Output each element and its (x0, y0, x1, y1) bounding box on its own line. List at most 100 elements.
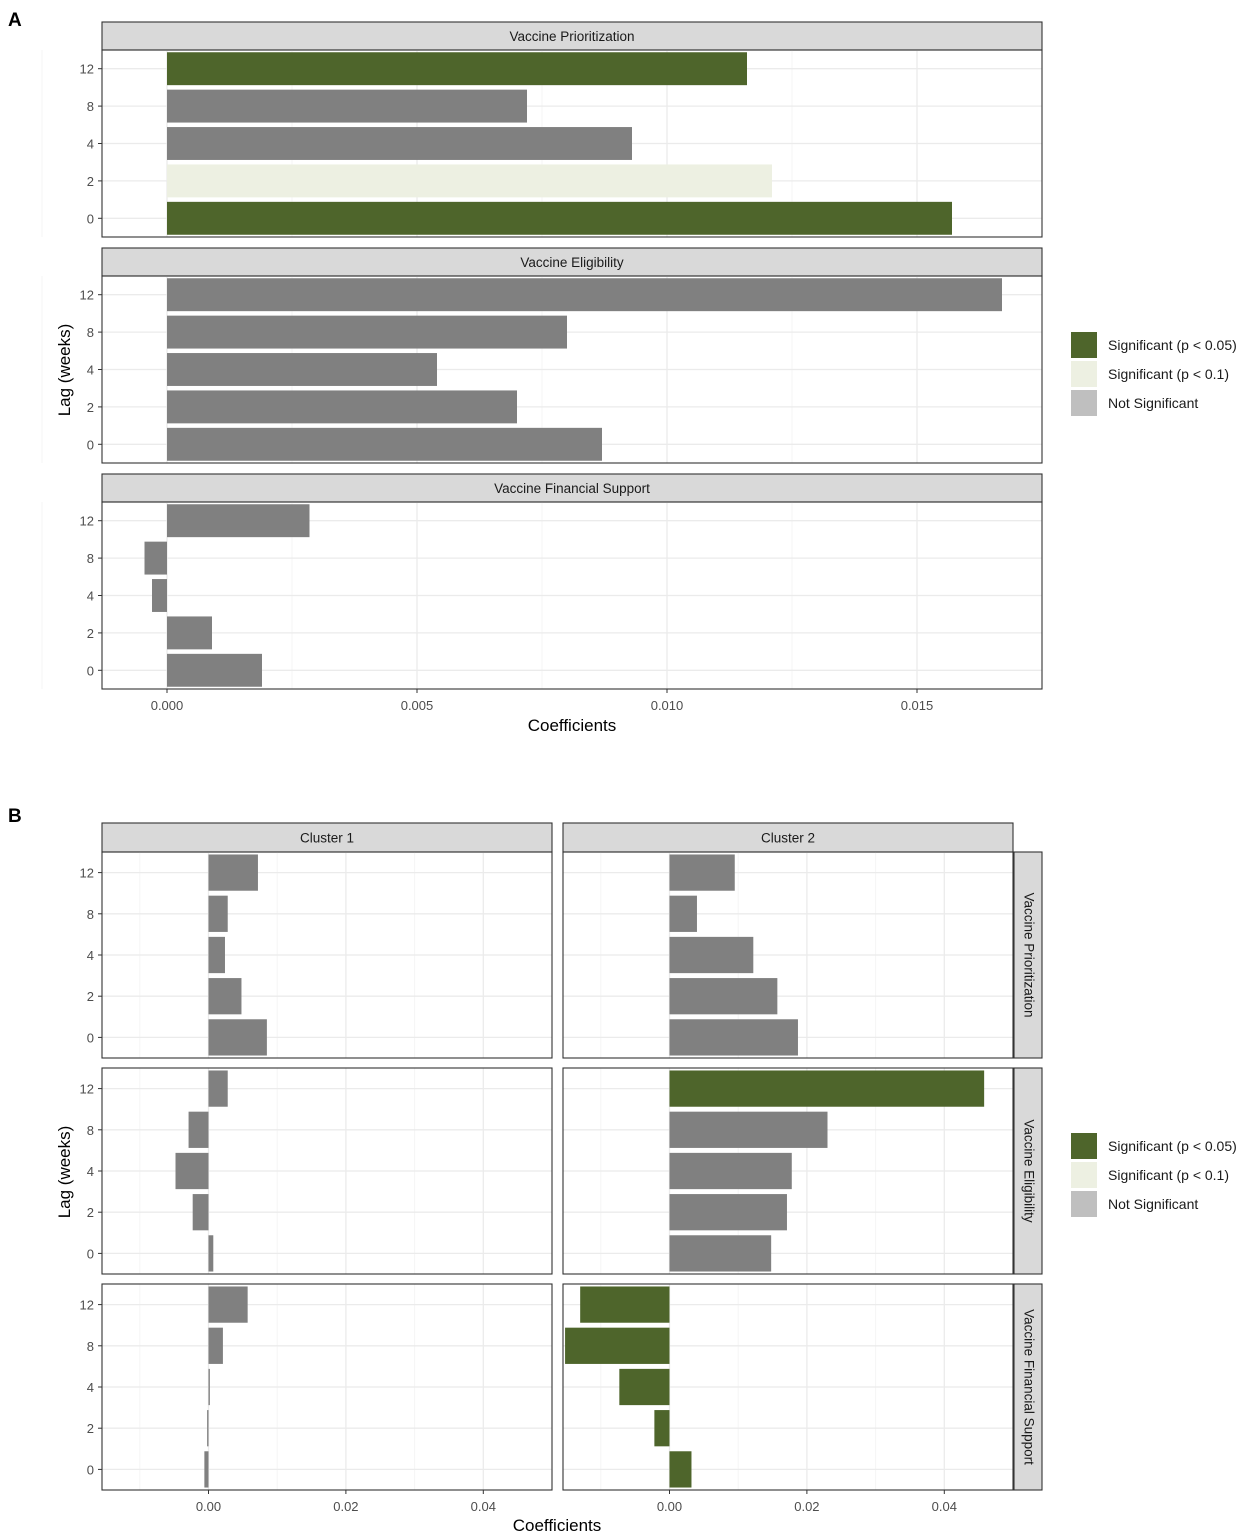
b-r0-c0-bar-lag-12 (208, 854, 258, 891)
a-facet-1-ytick-label: 0 (87, 437, 94, 452)
a-legend-key-sig10 (1071, 361, 1097, 387)
b-r2-c1-panel (562, 1283, 1014, 1491)
b-r1-c1-bar-lag-8 (669, 1111, 828, 1148)
b-r2-c0-bar-lag-8 (208, 1327, 223, 1364)
a-facet-1-ytick-label: 12 (80, 288, 94, 303)
a-y-axis-title: Lag (weeks) (55, 324, 74, 417)
b-r1-c0-bar-lag-8 (188, 1111, 209, 1148)
a-xtick-label: 0.010 (651, 698, 684, 713)
a-facet-0-strip-label: Vaccine Prioritization (509, 29, 634, 44)
b-legend-key-sig10 (1071, 1162, 1097, 1188)
b-r1-c0-bar-lag-0 (208, 1235, 214, 1272)
b-r0-c1-panel-border (562, 851, 1014, 1059)
b-col-0-strip (101, 822, 553, 853)
b-r1-c1-bar-lag-4 (669, 1152, 792, 1190)
b-col-1-strip (562, 822, 1014, 853)
panel-label-b: B (8, 806, 22, 827)
b-r2-c0-bar-lag-4 (208, 1368, 210, 1406)
b-r0-c0-bar-lag-8 (208, 895, 228, 932)
b-r2-c1-bar-lag-2 (654, 1410, 670, 1447)
b-col-1-strip-label: Cluster 2 (761, 831, 815, 846)
b-r1-c0-bar-lag-12 (208, 1070, 228, 1107)
a-facet-1-bar-lag-2 (167, 390, 517, 424)
b-r1-c0-panel: 12 8 4 2 0 (80, 1067, 553, 1275)
b-row-0-strip (1013, 851, 1043, 1059)
a-facet-1-ytick-label: 8 (87, 325, 94, 340)
b-row-2-strip-label: Vaccine Financial Support (1021, 1309, 1036, 1465)
b-r1-c1-panel (562, 1067, 1014, 1275)
b-row-1-strip (1013, 1067, 1043, 1275)
b-r0-c1-bar-lag-4 (669, 936, 754, 974)
a-facet-0-ytick-label: 8 (87, 99, 94, 114)
b-r1-c1-bar-lag-0 (669, 1235, 772, 1272)
b-r2-c1-panel-border (562, 1283, 1014, 1491)
a-legend-key-ns (1071, 390, 1097, 416)
b-r0-c0-ytick-label: 4 (87, 948, 94, 963)
b-r2-c1-bar-lag-12 (580, 1286, 670, 1323)
a-facet-1-bar-lag-0 (167, 427, 602, 461)
a-facet-1-ytick-label: 2 (87, 400, 94, 415)
a-facet-0-bar-lag-4 (167, 127, 632, 160)
b-r2-c0-ytick-label: 4 (87, 1380, 94, 1395)
b-r0-c1-bar-lag-0 (669, 1019, 798, 1056)
b-c1-xtick-label: 0.02 (794, 1499, 819, 1514)
b-r2-c1-bar-lag-4 (619, 1368, 670, 1406)
a-xtick-label: 0.015 (901, 698, 934, 713)
a-facet-0-ytick-label: 0 (87, 211, 94, 226)
b-r2-c0-bar-lag-0 (204, 1451, 209, 1488)
a-facet-2-strip (101, 473, 1043, 503)
b-c1-xtick-label: 0.04 (932, 1499, 957, 1514)
b-r0-c0-bar-lag-4 (208, 936, 225, 974)
b-r1-c0-bar-lag-2 (192, 1194, 209, 1231)
b-r1-c0-ytick-label: 12 (80, 1082, 94, 1097)
b-r0-c0-ytick-label: 8 (87, 907, 94, 922)
a-legend-key-sig05 (1071, 332, 1097, 358)
b-r1-c1-bar-lag-2 (669, 1194, 787, 1231)
b-r1-c1-bar-lag-12 (669, 1070, 985, 1107)
b-legend-key-ns (1071, 1191, 1097, 1217)
a-xtick-label: 0.005 (401, 698, 434, 713)
b-row-2-strip (1013, 1283, 1043, 1491)
b-legend-label-sig05: Significant (p < 0.05) (1108, 1138, 1237, 1154)
b-r0-c0-ytick-label: 0 (87, 1030, 94, 1045)
b-col-0-strip-label: Cluster 1 (300, 831, 354, 846)
a-x-axis-title: Coefficients (528, 716, 617, 735)
a-facet-0-ytick-label: 12 (80, 62, 94, 77)
b-r0-c1-bar-lag-2 (669, 978, 778, 1015)
b-y-axis-title: Lag (weeks) (55, 1126, 74, 1219)
a-legend-label-ns: Not Significant (1108, 395, 1198, 411)
b-r0-c0-ytick-label: 2 (87, 989, 94, 1004)
a-facet-2-panel: 12 8 4 2 0 (41, 501, 1043, 690)
b-row-0-strip-label: Vaccine Prioritization (1021, 892, 1036, 1017)
b-r2-c0-ytick-label: 8 (87, 1339, 94, 1354)
b-x-axis-title: Coefficients (513, 1516, 602, 1535)
a-legend-label-sig10: Significant (p < 0.1) (1108, 366, 1229, 382)
b-r2-c0-ytick-label: 2 (87, 1421, 94, 1436)
a-facet-1-panel: 12 8 4 2 0 (41, 275, 1043, 464)
a-facet-0-ytick-label: 4 (87, 137, 94, 152)
a-facet-2-bar-lag-2 (167, 616, 212, 650)
b-r2-c1-bar-lag-0 (669, 1451, 692, 1488)
b-r1-c0-bar-lag-4 (175, 1152, 209, 1190)
b-r1-c1-panel-border (562, 1067, 1014, 1275)
a-facet-0-bar-lag-8 (167, 89, 527, 123)
a-legend-label-sig05: Significant (p < 0.05) (1108, 337, 1237, 353)
a-facet-2-bar-lag-12 (167, 504, 310, 538)
a-facet-0-strip (101, 21, 1043, 51)
a-facet-1-bar-lag-8 (167, 315, 567, 349)
b-r1-c0-ytick-label: 4 (87, 1164, 94, 1179)
a-facet-1-bar-lag-12 (167, 278, 1002, 312)
b-r0-c1-panel (562, 851, 1014, 1059)
a-facet-2-bar-lag-4 (152, 579, 167, 612)
a-facet-2-ytick-label: 2 (87, 626, 94, 641)
b-c0-xtick-label: 0.02 (333, 1499, 358, 1514)
a-facet-0-panel: 12 8 4 2 0 (41, 49, 1043, 238)
a-facet-2-ytick-label: 4 (87, 589, 94, 604)
b-r1-c0-ytick-label: 0 (87, 1246, 94, 1261)
a-facet-1-bar-lag-4 (167, 353, 437, 386)
a-facet-0-bar-lag-12 (167, 52, 747, 86)
b-r2-c0-bar-lag-12 (208, 1286, 248, 1323)
a-facet-0-bar-lag-0 (167, 201, 952, 235)
